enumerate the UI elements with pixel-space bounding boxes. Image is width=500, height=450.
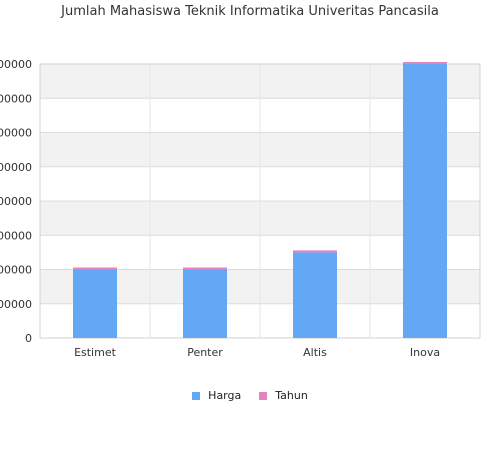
y-tick-label: 8000000 (0, 58, 32, 71)
legend-label-tahun: Tahun (275, 389, 308, 402)
legend-swatch-harga (192, 391, 201, 400)
x-tick-label: Estimet (74, 346, 117, 359)
bar-harga-estimet (73, 269, 117, 338)
x-tick-label: Altis (303, 346, 327, 359)
x-tick-label: Inova (410, 346, 440, 359)
y-tick-label: 0 (25, 332, 32, 345)
bar-tahun-estimet (73, 267, 117, 270)
y-tick-label: 5000000 (0, 161, 32, 174)
bar-tahun-altis (293, 250, 337, 253)
y-tick-label: 4000000 (0, 195, 32, 208)
legend-item-tahun[interactable]: Tahun (259, 389, 308, 402)
y-tick-label: 6000000 (0, 127, 32, 140)
legend-item-harga[interactable]: Harga (192, 389, 241, 402)
chart-legend: Harga Tahun (0, 389, 500, 402)
legend-swatch-tahun (259, 391, 268, 400)
bar-tahun-inova (403, 62, 447, 64)
x-tick-label: Penter (187, 346, 223, 359)
y-tick-label: 7000000 (0, 92, 32, 105)
bar-harga-altis (293, 252, 337, 338)
legend-label-harga: Harga (208, 389, 242, 402)
bar-harga-penter (183, 269, 227, 338)
bar-harga-inova (403, 64, 447, 338)
y-tick-label: 1000000 (0, 298, 32, 311)
y-tick-label: 2000000 (0, 264, 32, 277)
y-tick-label: 3000000 (0, 229, 32, 242)
chart-title: Jumlah Mahasiswa Teknik Informatika Univ… (61, 4, 439, 19)
plot-border (39, 63, 481, 339)
bar-tahun-penter (183, 267, 227, 270)
